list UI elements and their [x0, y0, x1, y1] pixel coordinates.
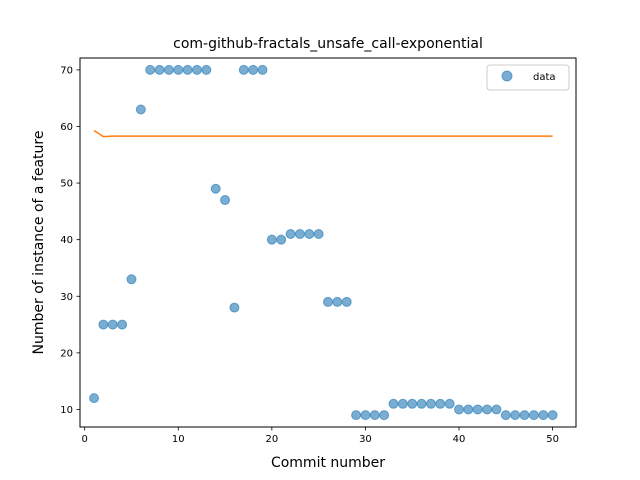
data-point	[182, 64, 193, 75]
x-tick-label: 50	[546, 434, 559, 445]
data-point	[510, 410, 521, 421]
x-tick-label: 40	[453, 434, 466, 445]
data-point	[135, 104, 146, 115]
data-point	[341, 296, 352, 307]
data-point	[285, 229, 296, 240]
data-point	[238, 64, 249, 75]
data-point	[425, 398, 436, 409]
legend-label-data: data	[533, 72, 556, 83]
data-point	[472, 404, 483, 415]
data-point	[201, 64, 212, 75]
data-point	[379, 410, 390, 421]
x-tick-label: 30	[359, 434, 372, 445]
data-point	[266, 234, 277, 245]
data-point	[547, 410, 558, 421]
data-point	[519, 410, 530, 421]
chart-title: com-github-fractals_unsafe_call-exponent…	[173, 36, 483, 52]
y-tick-label: 30	[60, 292, 73, 303]
legend: data	[486, 64, 570, 91]
y-tick-label: 70	[60, 65, 73, 76]
data-point	[397, 398, 408, 409]
data-point	[163, 64, 174, 75]
data-point	[360, 410, 371, 421]
x-axis: 0 10 20 30 40 50	[81, 427, 559, 445]
data-point	[500, 410, 511, 421]
x-tick-label: 10	[172, 434, 185, 445]
fit-line	[93, 129, 553, 138]
data-point	[248, 64, 259, 75]
data-point	[444, 398, 455, 409]
plot-frame	[79, 57, 577, 428]
data-point	[89, 393, 100, 404]
data-point	[454, 404, 465, 415]
data-point	[117, 319, 128, 330]
x-tick-label: 0	[81, 434, 87, 445]
data-point	[407, 398, 418, 409]
y-tick-label: 20	[60, 348, 73, 359]
data-point	[257, 64, 268, 75]
data-point	[173, 64, 184, 75]
x-axis-label: Commit number	[271, 455, 385, 471]
data-point	[220, 195, 231, 206]
plot-area	[89, 64, 558, 421]
data-point	[107, 319, 118, 330]
data-point	[482, 404, 493, 415]
y-axis: 10 20 30 40 50 60 70	[60, 65, 80, 416]
data-point	[191, 64, 202, 75]
data-point	[538, 410, 549, 421]
data-point	[528, 410, 539, 421]
data-point	[323, 296, 333, 307]
data-point	[313, 229, 324, 240]
data-point	[463, 404, 474, 415]
y-tick-label: 40	[60, 235, 73, 246]
data-point	[210, 183, 221, 194]
data-point	[145, 64, 156, 75]
legend-box	[486, 64, 570, 91]
y-tick-label: 50	[60, 179, 73, 190]
x-tick-label: 20	[265, 434, 278, 445]
data-point	[416, 398, 427, 409]
data-point	[351, 410, 362, 421]
data-point	[229, 302, 240, 313]
y-tick-label: 10	[60, 405, 73, 416]
data-point	[435, 398, 446, 409]
legend-marker	[501, 70, 513, 82]
data-point	[332, 296, 343, 307]
data-point	[491, 404, 502, 415]
data-point	[388, 398, 399, 409]
data-point	[369, 410, 380, 421]
data-point	[98, 319, 109, 330]
y-tick-label: 60	[60, 122, 73, 133]
data-point	[126, 274, 137, 285]
data-point	[276, 234, 287, 245]
data-point	[154, 64, 165, 75]
y-axis-label: Number of instance of a feature	[31, 131, 47, 355]
data-point	[294, 229, 305, 240]
data-point	[304, 229, 315, 240]
